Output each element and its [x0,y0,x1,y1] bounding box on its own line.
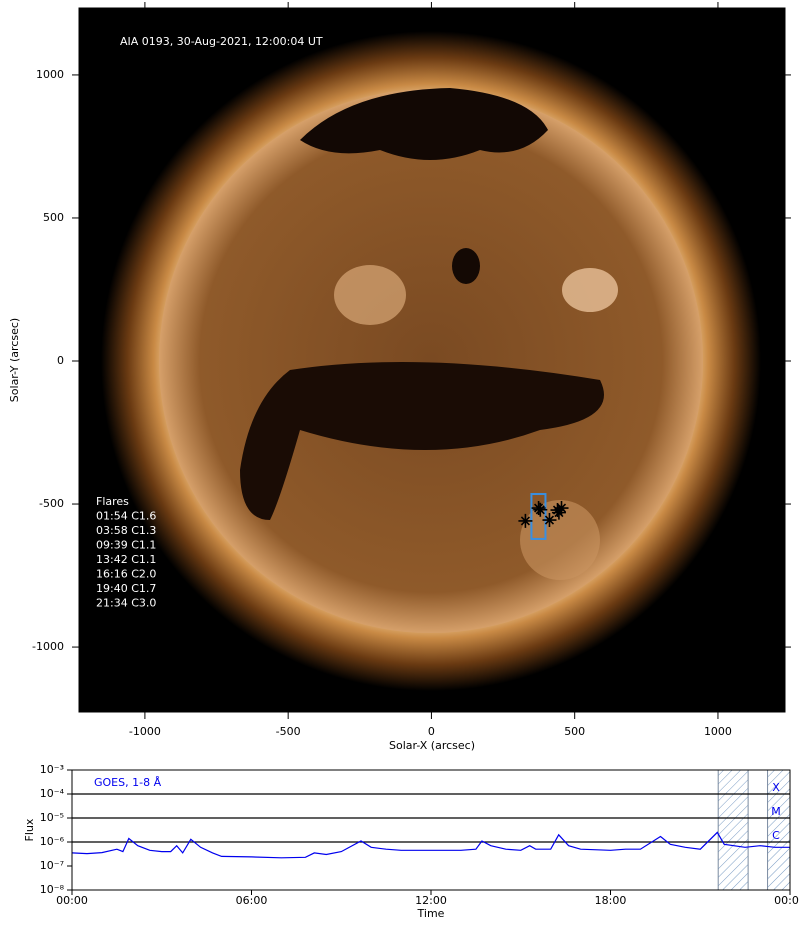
y-tick-label: 10⁻⁸ [40,883,65,896]
x-tick-label: -500 [276,725,301,738]
y-tick-label: 0 [57,354,64,367]
flare-list-item: 03:58 C1.3 [96,524,156,537]
y-tick-label: 10⁻⁴ [40,787,65,800]
flare-list-item: 21:34 C3.0 [96,597,156,610]
shaded-interval [717,769,749,891]
y-tick-label: 10⁻³ [40,763,64,776]
x-tick-label: 18:00 [595,894,627,907]
plot-frame [71,769,791,891]
x-axis-label: Solar-X (arcsec) [389,739,475,752]
x-tick-label: 00:00 [774,894,799,907]
y-tick-label: -500 [39,497,64,510]
y-tick-label: 10⁻⁷ [40,859,64,872]
y-tick-label: 1000 [36,68,64,81]
x-tick-label: -1000 [129,725,161,738]
y-tick-label: -1000 [32,640,64,653]
class-level-label: C [772,829,780,842]
flare-marker [518,513,533,528]
class-level-label: X [772,781,780,794]
solar-image [79,8,785,712]
x-tick-label: 00:00 [56,894,88,907]
image-frame [78,7,786,713]
flare-list-item: 09:39 C1.1 [96,539,156,552]
x-tick-label: 06:00 [236,894,268,907]
plot-background [72,770,790,890]
flux-line [71,831,790,859]
class-level-label: M [771,805,781,818]
y-tick-label: 500 [43,211,64,224]
x-tick-label: 12:00 [415,894,447,907]
flare-list-item: 16:16 C2.0 [96,568,156,581]
flare-list-item: 19:40 C1.7 [96,582,156,595]
flare-marker [551,505,566,520]
x-axis-label: Time [417,907,445,920]
flare-list-item: 01:54 C1.6 [96,510,156,523]
x-tick-label: 1000 [704,725,732,738]
x-tick-label: 0 [428,725,435,738]
x-tick-label: 500 [564,725,585,738]
flare-list-title: Flares [96,495,129,508]
flare-list-item: 13:42 C1.1 [96,553,156,566]
image-title: AIA 0193, 30-Aug-2021, 12:00:04 UT [120,35,323,48]
flare-marker [533,502,548,517]
flare-marker [554,501,569,516]
y-tick-label: 10⁻⁵ [40,811,64,824]
legend-label: GOES, 1-8 Å [94,776,162,789]
y-tick-label: 10⁻⁶ [40,835,65,848]
flare-marker [550,503,565,518]
y-axis-label: Flux [23,818,36,841]
flare-marker [542,513,557,528]
y-axis-label: Solar-Y (arcsec) [8,318,21,402]
